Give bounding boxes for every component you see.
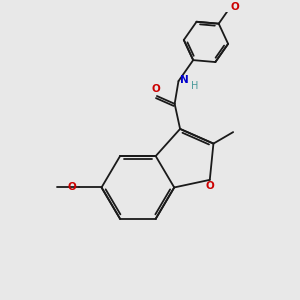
Text: O: O: [206, 181, 214, 191]
Text: O: O: [151, 84, 160, 94]
Text: O: O: [231, 2, 240, 12]
Text: H: H: [191, 81, 199, 91]
Text: N: N: [180, 75, 189, 85]
Text: O: O: [68, 182, 76, 192]
